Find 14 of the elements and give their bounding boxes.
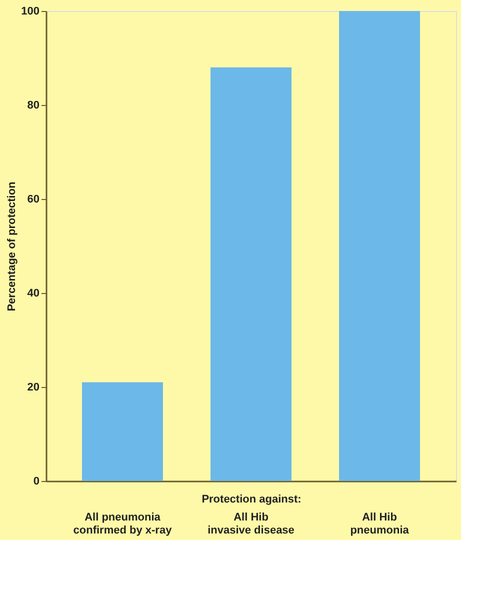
y-tick-label: 0 bbox=[33, 476, 40, 488]
x-tick-label: All pneumonia confirmed by x-ray bbox=[73, 512, 173, 536]
bar bbox=[210, 67, 292, 481]
y-tick-label: 20 bbox=[27, 382, 40, 394]
y-tick-label: 100 bbox=[21, 6, 40, 18]
x-tick-label: All Hib pneumonia bbox=[350, 512, 410, 536]
y-tick-label: 60 bbox=[27, 194, 40, 206]
y-axis-title: Percentage of protection bbox=[6, 181, 18, 312]
bar bbox=[82, 382, 163, 481]
bar bbox=[339, 11, 420, 481]
x-axis-title: Protection against: bbox=[202, 494, 302, 506]
y-tick-label: 40 bbox=[27, 288, 40, 300]
y-tick-label: 80 bbox=[27, 100, 40, 112]
x-tick-label: All Hib invasive disease bbox=[208, 512, 294, 536]
